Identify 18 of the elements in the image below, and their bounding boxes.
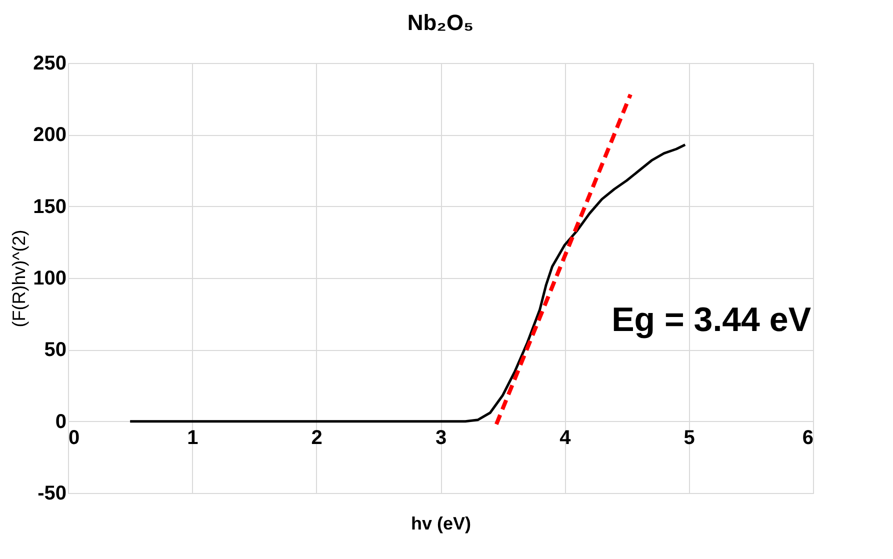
chart-title: Nb₂O₅ (407, 10, 474, 35)
y-tick-label: 250 (33, 52, 66, 74)
x-tick-label: 4 (560, 426, 572, 449)
line-series (128, 143, 686, 423)
x-tick-label: 3 (435, 426, 447, 449)
y-axis-title: (F(R)hv)^(2) (9, 230, 30, 328)
x-axis-title: hv (eV) (410, 514, 472, 534)
x-tick-label: 1 (187, 426, 198, 449)
y-tick-label: -50 (38, 482, 66, 504)
y-tick-label: 50 (44, 339, 66, 362)
x-tick-label: 6 (802, 426, 814, 449)
y-tick-label: 200 (33, 124, 66, 146)
y-tick-label: 100 (33, 268, 66, 290)
annotation: Eg = 3.44 eV (612, 301, 812, 339)
x-tick-label: 2 (311, 426, 322, 449)
x-tick-label: 5 (684, 426, 695, 449)
y-tick-label: 0 (55, 410, 66, 433)
y-tick-label: 150 (33, 196, 66, 218)
